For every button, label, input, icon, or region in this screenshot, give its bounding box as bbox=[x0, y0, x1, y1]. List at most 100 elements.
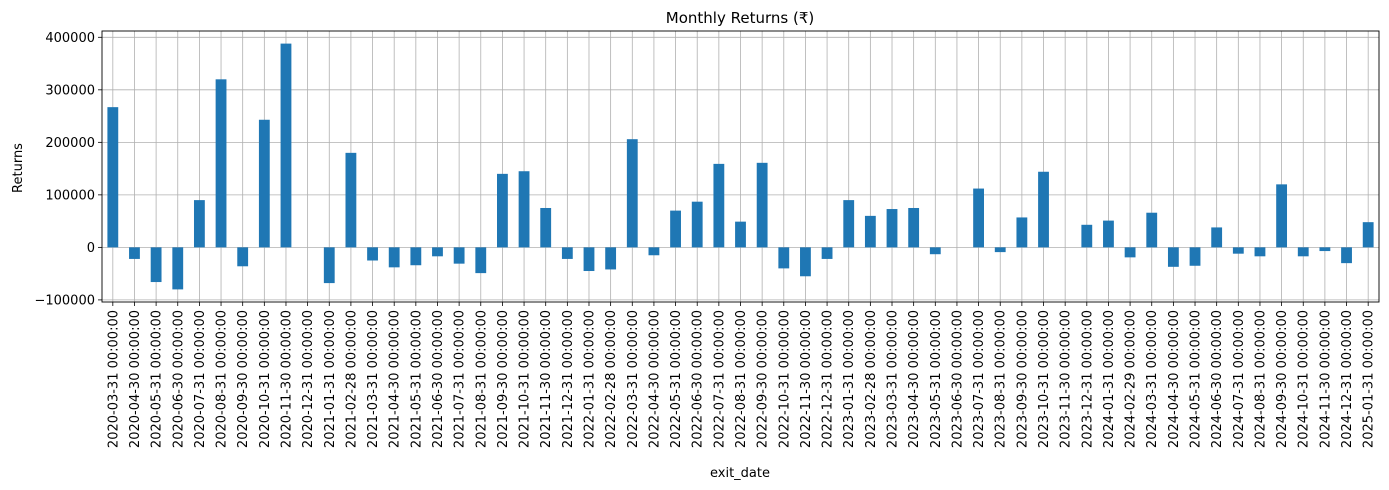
x-tick-label: 2021-10-31 00:00:00 bbox=[518, 310, 533, 448]
bar bbox=[475, 247, 487, 274]
bar bbox=[800, 247, 811, 277]
bar bbox=[886, 209, 898, 248]
x-tick-label: 2023-07-31 00:00:00 bbox=[972, 310, 987, 448]
bar bbox=[1081, 224, 1093, 248]
x-tick-label: 2022-09-30 00:00:00 bbox=[756, 310, 771, 448]
x-tick-label: 2020-03-31 00:00:00 bbox=[106, 310, 121, 448]
bar bbox=[1362, 222, 1374, 248]
x-tick-label: 2024-05-31 00:00:00 bbox=[1189, 310, 1204, 448]
y-tick-label: 0 bbox=[87, 241, 95, 256]
x-tick-label: 2021-02-28 00:00:00 bbox=[344, 310, 359, 448]
x-tick-label: 2021-11-30 00:00:00 bbox=[539, 310, 554, 448]
x-tick-label: 2023-03-31 00:00:00 bbox=[886, 310, 901, 448]
grid bbox=[102, 31, 1379, 302]
x-axis-title: exit_date bbox=[710, 466, 770, 481]
x-tick-label: 2024-11-30 00:00:00 bbox=[1318, 310, 1333, 448]
x-tick-label: 2020-08-31 00:00:00 bbox=[215, 310, 230, 448]
x-tick-label: 2020-07-31 00:00:00 bbox=[193, 310, 208, 448]
x-tick-label: 2022-10-31 00:00:00 bbox=[777, 310, 792, 448]
x-tick-label: 2021-07-31 00:00:00 bbox=[453, 310, 468, 448]
bar bbox=[367, 247, 378, 261]
chart-title: Monthly Returns (₹) bbox=[666, 9, 814, 27]
bar bbox=[280, 43, 292, 248]
bar bbox=[1146, 212, 1158, 248]
x-tick-label: 2024-01-31 00:00:00 bbox=[1102, 310, 1117, 448]
bar bbox=[973, 188, 984, 248]
bar bbox=[1016, 217, 1028, 248]
x-tick-label: 2021-08-31 00:00:00 bbox=[474, 310, 489, 448]
x-tick-label: 2024-03-31 00:00:00 bbox=[1145, 310, 1160, 448]
bar bbox=[583, 247, 595, 272]
x-tick-label: 2020-12-31 00:00:00 bbox=[301, 310, 316, 448]
bar bbox=[1124, 247, 1136, 258]
bar bbox=[453, 247, 465, 264]
bar bbox=[821, 247, 833, 259]
bar bbox=[735, 221, 746, 248]
y-tick-label: 400000 bbox=[45, 31, 95, 46]
bar bbox=[345, 152, 357, 248]
bar bbox=[432, 247, 443, 257]
y-tick-label: 300000 bbox=[45, 83, 95, 98]
x-tick-label: 2022-01-31 00:00:00 bbox=[582, 310, 597, 448]
bar bbox=[1038, 171, 1049, 248]
x-tick-label: 2020-04-30 00:00:00 bbox=[128, 310, 143, 448]
bar bbox=[1232, 247, 1244, 254]
bar bbox=[605, 247, 617, 270]
bar bbox=[497, 173, 508, 248]
x-tick-label: 2020-05-31 00:00:00 bbox=[150, 310, 165, 448]
bar bbox=[107, 107, 119, 248]
y-tick-label: −100000 bbox=[34, 293, 95, 308]
bar bbox=[172, 247, 184, 290]
x-tick-label: 2022-04-30 00:00:00 bbox=[647, 310, 662, 448]
bar bbox=[193, 200, 205, 248]
x-tick-label: 2022-12-31 00:00:00 bbox=[821, 310, 836, 448]
plot-frame bbox=[101, 30, 1380, 303]
x-tick-label: 2022-05-31 00:00:00 bbox=[669, 310, 684, 448]
bar bbox=[994, 247, 1006, 253]
bar bbox=[648, 247, 660, 256]
x-tick-label: 2021-09-30 00:00:00 bbox=[496, 310, 511, 448]
bar bbox=[908, 207, 920, 248]
y-tick-label: 200000 bbox=[45, 136, 95, 151]
bar bbox=[540, 207, 552, 248]
x-tick-label: 2022-11-30 00:00:00 bbox=[799, 310, 814, 448]
x-tick-label: 2021-12-31 00:00:00 bbox=[561, 310, 576, 448]
bar bbox=[1319, 247, 1331, 252]
bar bbox=[691, 201, 703, 248]
x-tick-label: 2020-06-30 00:00:00 bbox=[171, 310, 186, 448]
x-tick-label: 2023-11-30 00:00:00 bbox=[1059, 310, 1074, 448]
bar bbox=[626, 139, 638, 248]
bar bbox=[1254, 247, 1266, 257]
bar bbox=[388, 247, 400, 268]
x-tick-label: 2023-04-30 00:00:00 bbox=[907, 310, 922, 448]
bar bbox=[215, 79, 227, 248]
bar bbox=[129, 247, 140, 259]
bar bbox=[1276, 184, 1288, 248]
x-tick-label: 2023-01-31 00:00:00 bbox=[842, 310, 857, 448]
x-tick-label: 2021-05-31 00:00:00 bbox=[409, 310, 424, 448]
bar bbox=[1167, 247, 1179, 267]
bar bbox=[1189, 247, 1201, 266]
bar bbox=[670, 210, 681, 248]
x-tick-label: 2024-09-30 00:00:00 bbox=[1275, 310, 1290, 448]
bar bbox=[1297, 247, 1309, 257]
y-tick-label: 100000 bbox=[45, 188, 95, 203]
bar bbox=[1103, 220, 1114, 248]
bar bbox=[258, 119, 270, 248]
bar bbox=[929, 247, 941, 255]
x-tick-label: 2022-07-31 00:00:00 bbox=[712, 310, 727, 448]
x-tick-label: 2023-02-28 00:00:00 bbox=[864, 310, 879, 448]
bar bbox=[323, 247, 335, 284]
x-tick-label: 2023-08-31 00:00:00 bbox=[994, 310, 1009, 448]
x-tick-label: 2022-08-31 00:00:00 bbox=[734, 310, 749, 448]
x-tick-label: 2021-01-31 00:00:00 bbox=[323, 310, 338, 448]
x-tick-label: 2023-06-30 00:00:00 bbox=[950, 310, 965, 448]
bar bbox=[410, 247, 422, 266]
bar bbox=[864, 215, 876, 248]
x-tick-label: 2022-03-31 00:00:00 bbox=[626, 310, 641, 448]
bar bbox=[237, 247, 249, 267]
bar bbox=[1341, 247, 1352, 264]
x-tick-label: 2024-04-30 00:00:00 bbox=[1167, 310, 1182, 448]
x-tick-label: 2024-08-31 00:00:00 bbox=[1253, 310, 1268, 448]
